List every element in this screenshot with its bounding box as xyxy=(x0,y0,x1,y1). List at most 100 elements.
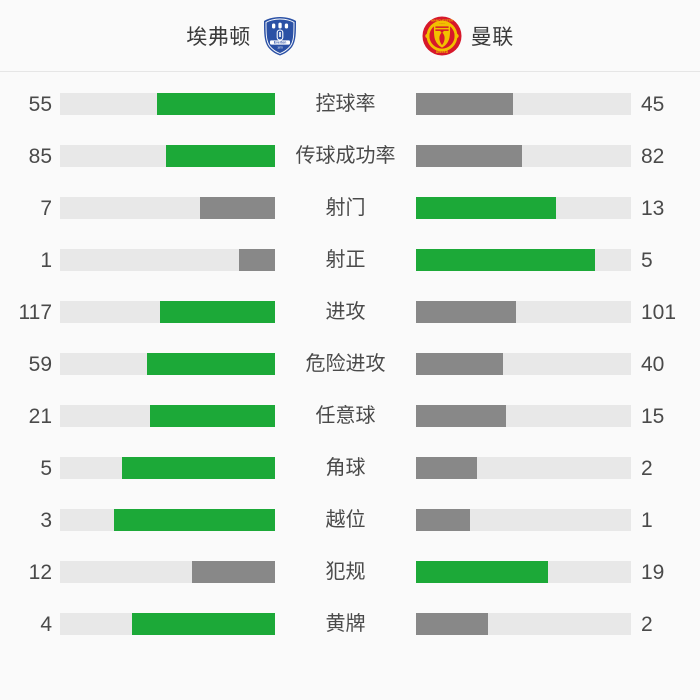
stat-row: 117 进攻 101 xyxy=(0,286,700,338)
svg-text:MANCHESTER: MANCHESTER xyxy=(431,18,454,22)
home-bar-track xyxy=(60,197,275,219)
home-value: 117 xyxy=(18,300,52,324)
stat-row: 4 黄牌 2 xyxy=(0,598,700,650)
home-value: 21 xyxy=(28,404,52,428)
stat-label: 犯规 xyxy=(325,561,366,583)
home-bar-track xyxy=(60,301,275,323)
stat-row: 3 越位 1 xyxy=(0,494,700,546)
away-bar-fill xyxy=(416,405,506,427)
away-bar-track xyxy=(416,457,631,479)
away-bar-track xyxy=(416,405,631,427)
stat-label: 射正 xyxy=(325,249,366,271)
home-bar-fill xyxy=(239,249,275,271)
home-value: 1 xyxy=(40,248,52,272)
home-value: 12 xyxy=(28,560,52,584)
away-value: 40 xyxy=(641,352,665,376)
home-value: 5 xyxy=(40,456,52,480)
home-bar-fill xyxy=(131,613,275,635)
away-bar-fill xyxy=(416,509,470,531)
away-value: 82 xyxy=(641,144,665,168)
home-value: 3 xyxy=(40,508,52,532)
away-bar-track xyxy=(416,353,631,375)
stat-row: 1 射正 5 xyxy=(0,234,700,286)
away-bar-track xyxy=(416,509,631,531)
home-value: 4 xyxy=(40,612,52,636)
home-bar-fill xyxy=(156,93,275,115)
stat-row: 5 角球 2 xyxy=(0,442,700,494)
home-bar-track xyxy=(60,561,275,583)
svg-text:UNITED: UNITED xyxy=(436,50,449,54)
away-value: 2 xyxy=(641,456,653,480)
stat-label: 越位 xyxy=(325,509,366,531)
away-bar-fill xyxy=(416,561,548,583)
home-bar-track xyxy=(60,93,275,115)
stat-label: 危险进攻 xyxy=(305,353,386,375)
away-value: 15 xyxy=(641,404,665,428)
home-bar-fill xyxy=(149,405,275,427)
stat-row: 59 危险进攻 40 xyxy=(0,338,700,390)
teams-header: 埃弗顿 Everton 1878 xyxy=(0,0,700,72)
everton-crest-icon: Everton 1878 xyxy=(259,15,301,57)
home-bar-track xyxy=(60,613,275,635)
away-team-name: 曼联 xyxy=(470,25,514,49)
svg-text:Everton: Everton xyxy=(273,40,286,44)
stat-label: 黄牌 xyxy=(325,613,366,635)
stat-row: 21 任意球 15 xyxy=(0,390,700,442)
home-value: 59 xyxy=(28,352,52,376)
away-bar-track xyxy=(416,301,631,323)
away-bar-fill xyxy=(416,613,488,635)
away-bar-track xyxy=(416,613,631,635)
away-bar-fill xyxy=(416,249,596,271)
away-bar-fill xyxy=(416,93,513,115)
away-bar-track xyxy=(416,561,631,583)
home-bar-fill xyxy=(191,561,275,583)
home-bar-track xyxy=(60,457,275,479)
away-value: 2 xyxy=(641,612,653,636)
away-value: 1 xyxy=(641,508,653,532)
home-bar-fill xyxy=(159,301,275,323)
stat-label: 角球 xyxy=(325,457,366,479)
svg-text:1878: 1878 xyxy=(277,46,283,49)
stats-rows: 55 控球率 45 85 传球成功率 82 7 射门 13 1 射正 5 117 进攻 101 59 危险进攻 4… xyxy=(0,72,700,700)
away-bar-track xyxy=(416,145,631,167)
away-value: 101 xyxy=(641,300,677,324)
home-bar-track xyxy=(60,405,275,427)
stat-label: 任意球 xyxy=(315,405,376,427)
away-value: 13 xyxy=(641,196,665,220)
stat-label: 进攻 xyxy=(325,301,366,323)
stat-row: 12 犯规 19 xyxy=(0,546,700,598)
away-bar-fill xyxy=(416,197,556,219)
stat-label: 传球成功率 xyxy=(295,145,396,167)
home-bar-track xyxy=(60,145,275,167)
away-team[interactable]: MANCHESTER UNITED 曼联 xyxy=(421,15,514,57)
away-bar-track xyxy=(416,249,631,271)
home-bar-track xyxy=(60,353,275,375)
home-bar-fill xyxy=(121,457,275,479)
away-bar-track xyxy=(416,197,631,219)
away-value: 5 xyxy=(641,248,653,272)
home-bar-track xyxy=(60,509,275,531)
away-bar-fill xyxy=(416,145,522,167)
away-value: 45 xyxy=(641,92,665,116)
away-value: 19 xyxy=(641,560,665,584)
home-bar-fill xyxy=(199,197,275,219)
stat-label: 控球率 xyxy=(315,93,376,115)
home-value: 7 xyxy=(40,196,52,220)
home-bar-fill xyxy=(165,145,275,167)
home-team[interactable]: 埃弗顿 Everton 1878 xyxy=(186,15,301,57)
home-team-name: 埃弗顿 xyxy=(186,25,251,49)
stat-row: 55 控球率 45 xyxy=(0,78,700,130)
home-bar-fill xyxy=(113,509,275,531)
away-bar-track xyxy=(416,93,631,115)
stat-row: 7 射门 13 xyxy=(0,182,700,234)
away-bar-fill xyxy=(416,301,516,323)
home-bar-fill xyxy=(146,353,275,375)
away-bar-fill xyxy=(416,353,503,375)
stat-row: 85 传球成功率 82 xyxy=(0,130,700,182)
stat-label: 射门 xyxy=(325,197,366,219)
home-bar-track xyxy=(60,249,275,271)
home-value: 85 xyxy=(28,144,52,168)
manchester-united-crest-icon: MANCHESTER UNITED xyxy=(421,15,463,57)
home-value: 55 xyxy=(28,92,52,116)
